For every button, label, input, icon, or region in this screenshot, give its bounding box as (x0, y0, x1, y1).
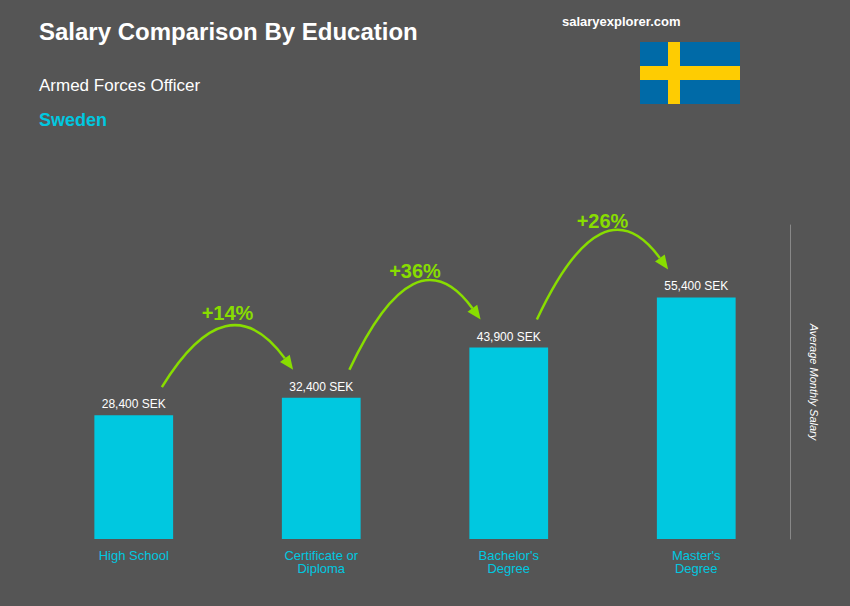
svg-text:Sweden: Sweden (39, 110, 107, 130)
svg-text:+26%: +26% (577, 210, 629, 232)
svg-text:Armed Forces Officer: Armed Forces Officer (39, 76, 201, 95)
svg-text:Degree: Degree (487, 561, 530, 576)
svg-text:+36%: +36% (389, 260, 441, 282)
svg-text:55,400 SEK: 55,400 SEK (664, 279, 728, 293)
svg-text:Average Monthly Salary: Average Monthly Salary (808, 323, 820, 442)
svg-text:Diploma: Diploma (297, 561, 345, 576)
svg-text:Master's: Master's (671, 548, 721, 563)
svg-text:Salary Comparison By Education: Salary Comparison By Education (39, 18, 418, 45)
svg-text:Certificate or: Certificate or (284, 548, 359, 563)
svg-text:+14%: +14% (202, 302, 254, 324)
svg-text:32,400 SEK: 32,400 SEK (289, 380, 353, 394)
svg-text:Bachelor's: Bachelor's (478, 548, 539, 563)
svg-text:salaryexplorer.com: salaryexplorer.com (562, 14, 681, 29)
svg-text:High School: High School (99, 548, 169, 563)
svg-text:Degree: Degree (675, 561, 718, 576)
svg-text:43,900 SEK: 43,900 SEK (477, 330, 541, 344)
svg-text:28,400 SEK: 28,400 SEK (102, 397, 166, 411)
